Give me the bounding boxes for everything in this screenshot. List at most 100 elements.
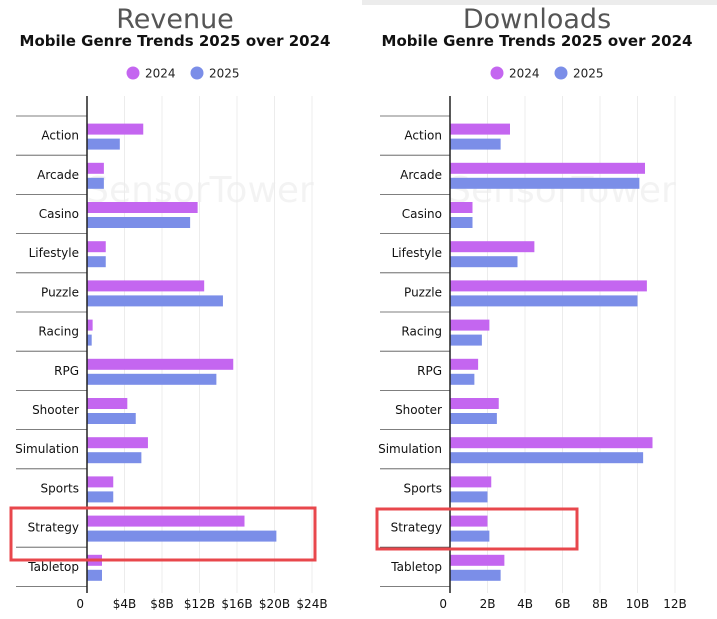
legend-label-2025: 2025: [209, 67, 240, 81]
bar-arcade-2025: [450, 177, 640, 189]
highlight-box-strategy: [375, 507, 579, 551]
bar-action-2024: [87, 123, 144, 135]
bar-sports-2024: [450, 476, 492, 488]
category-label: Shooter: [395, 403, 442, 417]
category-label: Tabletop: [27, 560, 79, 574]
bar-rpg-2024: [87, 358, 234, 370]
bar-lifestyle-2025: [450, 256, 518, 268]
category-label: Sports: [41, 481, 79, 495]
category-label: Strategy: [28, 521, 79, 535]
category-label: Action: [41, 129, 79, 143]
category-label: Casino: [39, 207, 79, 221]
bar-arcade-2025: [87, 177, 104, 189]
category-label: Lifestyle: [392, 246, 442, 260]
bar-puzzle-2025: [87, 295, 223, 307]
category-label: Shooter: [32, 403, 79, 417]
x-tick-label: 0: [439, 597, 447, 611]
x-tick-label: 0: [76, 597, 84, 611]
legend: 2024 2025: [490, 66, 604, 81]
legend-swatch-2025: [554, 66, 568, 80]
bar-simulation-2025: [87, 452, 142, 464]
revenue-chart: SensorTowerRevenueMobile Genre Trends 20…: [9, 4, 331, 611]
bar-racing-2025: [87, 334, 92, 346]
bar-casino-2025: [450, 217, 473, 228]
downloads-chart: SensorTowerDownloadsMobile Genre Trends …: [375, 4, 693, 611]
category-label: RPG: [417, 364, 442, 378]
bar-arcade-2024: [87, 162, 104, 174]
bar-sports-2024: [87, 476, 114, 488]
top-divider-bar: [362, 0, 717, 5]
chart-subtitle: Mobile Genre Trends 2025 over 2024: [20, 32, 331, 50]
x-tick-label: $20B: [259, 597, 290, 611]
bar-simulation-2024: [87, 437, 148, 449]
bar-tabletop-2024: [450, 554, 505, 566]
x-tick-label: $24B: [296, 597, 327, 611]
bar-strategy-2025: [87, 530, 277, 542]
bar-puzzle-2025: [450, 295, 638, 307]
x-tick-label: 6B: [555, 597, 571, 611]
category-label: Lifestyle: [29, 246, 79, 260]
bar-action-2025: [450, 138, 501, 150]
bar-shooter-2024: [87, 398, 128, 409]
category-label: Racing: [401, 325, 442, 339]
legend-swatch-2024: [126, 66, 140, 80]
bar-simulation-2024: [450, 437, 653, 449]
bar-strategy-2025: [450, 530, 490, 542]
bar-simulation-2025: [450, 452, 644, 464]
category-label: Arcade: [37, 168, 79, 182]
bar-shooter-2025: [450, 413, 497, 424]
x-tick-label: 12B: [663, 597, 687, 611]
x-tick-label: 2B: [480, 597, 496, 611]
highlight-box-strategy: [9, 506, 317, 562]
category-label: Simulation: [378, 442, 442, 456]
bar-tabletop-2025: [450, 569, 501, 581]
bar-strategy-2024: [87, 515, 245, 527]
bar-sports-2025: [87, 491, 114, 503]
x-tick-label: 8B: [592, 597, 608, 611]
legend-label-2024: 2024: [145, 67, 176, 81]
bar-lifestyle-2024: [450, 241, 535, 253]
bar-action-2024: [450, 123, 510, 135]
x-tick-label: 4B: [517, 597, 533, 611]
x-tick-label: 10B: [626, 597, 650, 611]
category-label: Racing: [38, 325, 79, 339]
chart-title: Downloads: [463, 4, 611, 35]
category-label: Arcade: [400, 168, 442, 182]
category-label: Puzzle: [404, 285, 442, 299]
bar-action-2025: [87, 138, 120, 150]
bar-casino-2025: [87, 217, 191, 228]
bar-lifestyle-2024: [87, 241, 106, 253]
bar-racing-2024: [87, 319, 93, 331]
bar-casino-2024: [450, 202, 473, 213]
x-tick-label: $4B: [113, 597, 137, 611]
x-tick-label: $12B: [184, 597, 215, 611]
category-label: Puzzle: [41, 285, 79, 299]
chart-subtitle: Mobile Genre Trends 2025 over 2024: [382, 32, 693, 50]
category-label: Strategy: [391, 521, 442, 535]
bar-racing-2025: [450, 334, 482, 346]
bar-strategy-2024: [450, 515, 488, 527]
bar-lifestyle-2025: [87, 256, 106, 268]
bar-tabletop-2025: [87, 569, 102, 581]
bar-puzzle-2024: [87, 280, 205, 292]
chart-title: Revenue: [116, 4, 234, 35]
category-label: Simulation: [15, 442, 79, 456]
bar-arcade-2024: [450, 162, 645, 174]
category-label: Action: [404, 129, 442, 143]
legend-swatch-2024: [490, 66, 504, 80]
legend-label-2024: 2024: [509, 67, 540, 81]
legend-swatch-2025: [190, 66, 204, 80]
category-label: Sports: [404, 481, 442, 495]
x-tick-label: $8B: [150, 597, 174, 611]
category-label: RPG: [54, 364, 79, 378]
bar-racing-2024: [450, 319, 490, 331]
bar-shooter-2024: [450, 398, 499, 409]
legend-label-2025: 2025: [573, 67, 604, 81]
bar-rpg-2025: [450, 373, 475, 385]
bar-sports-2025: [450, 491, 488, 503]
category-label: Casino: [402, 207, 442, 221]
x-tick-label: $16B: [221, 597, 252, 611]
bar-rpg-2024: [450, 358, 479, 370]
bar-casino-2024: [87, 202, 198, 213]
